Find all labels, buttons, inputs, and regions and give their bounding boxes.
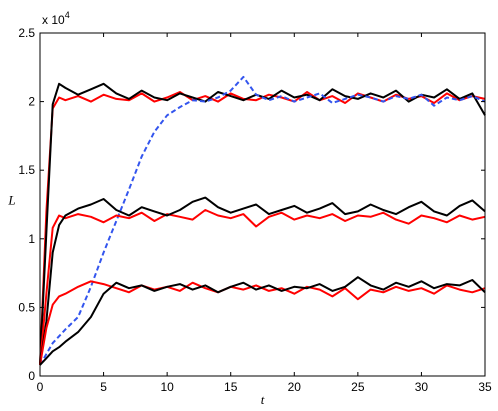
y-axis-label: L [7, 193, 15, 208]
series-line-low-6 [39, 276, 486, 366]
x-tick-label: 0 [37, 380, 44, 394]
x-tick-label: 35 [478, 380, 492, 394]
x-tick-label: 15 [224, 380, 238, 394]
x-tick-label: 10 [160, 380, 174, 394]
y-tick-label: 2.5 [18, 26, 35, 40]
ticks-layer: 0 5 10 15 20 25 30 35 0 0.5 1 1.5 2 2.5 [18, 26, 492, 394]
x-tick-label: 25 [351, 380, 365, 394]
y-axis-exponent: x 104 [42, 10, 70, 27]
x-tick-label: 20 [288, 380, 302, 394]
y-tick-label: 1.5 [18, 163, 35, 177]
series-line-high-2 [39, 75, 486, 366]
x-axis-label: t [261, 392, 265, 407]
series-line-mid-4 [39, 196, 486, 366]
series-line-high-1 [39, 82, 486, 366]
y-exponent-base: x 10 [42, 13, 65, 27]
y-exponent-power: 4 [65, 10, 70, 20]
series-line-mid-3 [39, 209, 486, 366]
y-tick-label: 1 [28, 232, 35, 246]
series-line-high-0 [39, 91, 486, 366]
x-tick-label: 30 [415, 380, 429, 394]
x-tick-label: 5 [100, 380, 107, 394]
y-tick-label: 0.5 [18, 300, 35, 314]
plot-frame [39, 32, 486, 377]
y-tick-label: 0 [28, 369, 35, 383]
series-layer [39, 75, 486, 366]
y-tick-label: 2 [28, 95, 35, 109]
series-line-low-5 [39, 280, 486, 366]
